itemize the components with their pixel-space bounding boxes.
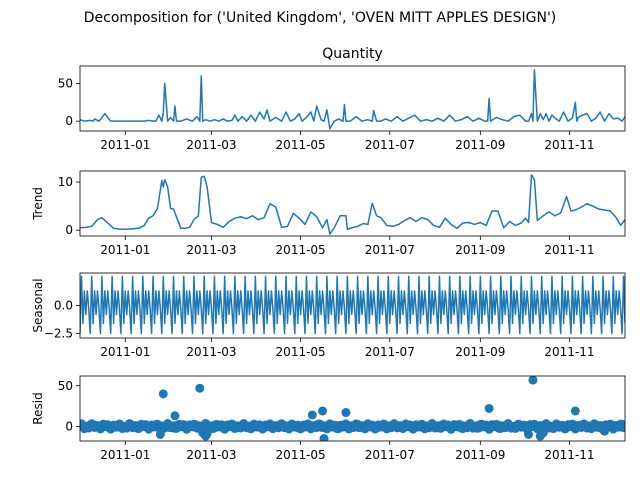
- x-tick-label: 2011-07: [365, 448, 415, 462]
- x-tick-label: 2011-07: [365, 138, 415, 152]
- x-tick-label: 2011-05: [276, 448, 326, 462]
- resid-outlier-point: [484, 404, 494, 413]
- resid-point: [620, 423, 625, 433]
- resid-outlier-point: [155, 430, 165, 439]
- series-line: [80, 69, 625, 130]
- panel-data: [80, 174, 625, 235]
- resid-outlier-point: [319, 434, 329, 441]
- panel-data: [80, 376, 625, 441]
- resid-outlier-point: [158, 389, 168, 399]
- resid-outlier-point: [538, 428, 548, 438]
- resid-outlier-point: [202, 429, 212, 439]
- x-tick-label: 2011-01: [100, 138, 150, 152]
- axes-frame: [79, 375, 626, 442]
- resid-outlier-point: [600, 426, 610, 436]
- x-tick-label: 2011-09: [455, 345, 505, 359]
- x-tick-label: 2011-11: [544, 448, 594, 462]
- x-tick-label: 2011-05: [276, 345, 326, 359]
- resid-outlier-point: [341, 408, 351, 418]
- x-tick-label: 2011-03: [186, 138, 236, 152]
- x-tick-label: 2011-09: [455, 138, 505, 152]
- x-tick-label: 2011-07: [365, 345, 415, 359]
- resid-outlier-point: [170, 411, 180, 421]
- x-tick-label: 2011-01: [100, 345, 150, 359]
- x-tick-label: 2011-01: [100, 448, 150, 462]
- x-tick-label: 2011-03: [186, 243, 236, 257]
- x-tick-label: 2011-09: [455, 243, 505, 257]
- resid-outlier-point: [528, 376, 538, 385]
- x-tick-label: 2011-01: [100, 243, 150, 257]
- panel-data: [80, 275, 625, 335]
- axes-frame: [79, 170, 626, 237]
- x-tick-label: 2011-03: [186, 345, 236, 359]
- panel-data: [80, 69, 625, 130]
- x-tick-label: 2011-09: [455, 448, 505, 462]
- axes-frame: [79, 65, 626, 132]
- x-tick-label: 2011-11: [544, 243, 594, 257]
- figure-suptitle: Decomposition for ('United Kingdom', 'OV…: [84, 10, 557, 26]
- resid-outlier-point: [307, 410, 317, 420]
- panel-3: Seasonal−2.5 0.0 2011-01 2011-03 2011-05 2011…: [31, 272, 626, 359]
- panel-1: Quantity 0 50 2011-01 2011-03 2011-05 2011-07 2…: [58, 46, 626, 152]
- resid-outlier-point: [195, 383, 205, 393]
- y-tick-label: 50: [58, 76, 73, 90]
- resid-outlier-point: [524, 430, 534, 439]
- y-tick-label: −2.5: [44, 327, 73, 341]
- y-tick-label: 0.0: [54, 299, 73, 313]
- panel-title: Quantity: [322, 46, 383, 62]
- y-tick-label: 0: [65, 114, 73, 128]
- y-tick-label: 0: [65, 223, 73, 237]
- panel-2: Trend 0 10 2011-01 2011-03 2011-05 2011-07 2011…: [31, 170, 626, 257]
- y-tick-label: 10: [58, 175, 73, 189]
- x-tick-label: 2011-11: [544, 138, 594, 152]
- x-tick-label: 2011-11: [544, 345, 594, 359]
- x-tick-label: 2011-05: [276, 138, 326, 152]
- x-tick-label: 2011-07: [365, 243, 415, 257]
- series-line: [80, 174, 625, 235]
- y-tick-label: 50: [58, 379, 73, 393]
- y-axis-label: Trend: [31, 187, 45, 221]
- x-tick-label: 2011-03: [186, 448, 236, 462]
- seasonal-line: [80, 275, 625, 335]
- y-axis-label: Resid: [31, 392, 45, 424]
- panels-group: Quantity 0 50 2011-01 2011-03 2011-05 2011-07 2…: [31, 46, 626, 462]
- y-axis-label: Seasonal: [31, 278, 45, 332]
- resid-outlier-point: [570, 406, 580, 416]
- resid-outlier-point: [318, 406, 328, 416]
- y-tick-label: 0: [65, 419, 73, 433]
- panel-4: Resid 0 50 2011-01 2011-03 2011-05 2011-07 2011…: [31, 375, 626, 462]
- x-tick-label: 2011-05: [276, 243, 326, 257]
